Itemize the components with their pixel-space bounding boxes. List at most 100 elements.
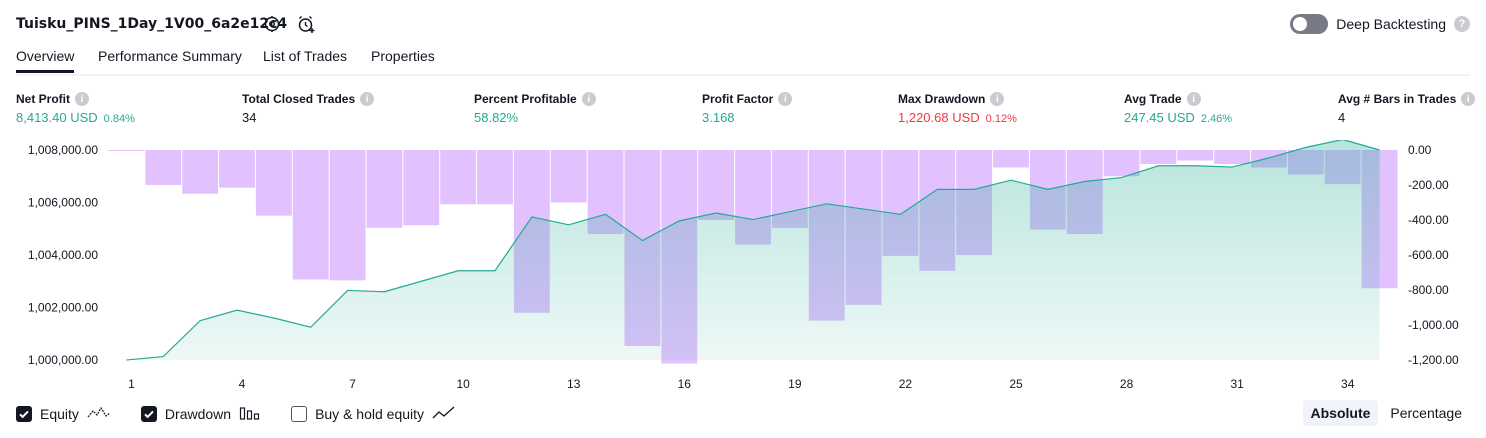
tab-properties[interactable]: Properties xyxy=(371,48,435,64)
y-left-tick-label: 1,004,000.00 xyxy=(28,248,98,262)
drawdown-bar xyxy=(145,150,182,185)
equity-line-icon xyxy=(87,405,111,424)
x-tick-label: 22 xyxy=(899,377,913,391)
metric-label: Total Closed Trades xyxy=(242,92,356,106)
tab-performance-summary[interactable]: Performance Summary xyxy=(98,48,242,64)
tab-list-of-trades[interactable]: List of Trades xyxy=(263,48,348,64)
y-right-tick-label: -200.00 xyxy=(1408,178,1449,192)
y-left-tick-label: 1,002,000.00 xyxy=(28,301,98,315)
legend-label: Equity xyxy=(40,406,79,422)
y-right-tick-label: -1,000.00 xyxy=(1408,318,1459,332)
metric-label: Percent Profitable xyxy=(474,92,577,106)
tab-overview[interactable]: Overview xyxy=(16,48,75,73)
legend-label: Buy & hold equity xyxy=(315,406,425,422)
info-icon[interactable]: i xyxy=(75,92,89,106)
equity-drawdown-chart: 1,000,000.00 1,002,000.00 1,004,000.00 1,00… xyxy=(28,140,1459,391)
drawdown-bars-icon xyxy=(239,405,261,424)
metric-value: 247.45 USD xyxy=(1124,110,1195,125)
drawdown-bar xyxy=(698,150,735,220)
metric-net-profit: Net Profit i 8,413.40 USD 0.84% xyxy=(16,92,135,125)
x-tick-label: 1 xyxy=(128,377,135,391)
metric-percent: 0.12% xyxy=(985,113,1017,125)
y-right-tick-label: -1,200.00 xyxy=(1408,353,1459,367)
metric-avg-bars-in-trades: Avg # Bars in Trades i 4 xyxy=(1338,92,1476,125)
metric-value: 34 xyxy=(242,110,257,125)
left-axis: 1,000,000.00 1,002,000.00 1,004,000.00 1,00… xyxy=(28,143,98,367)
metrics-bar: Net Profit i 8,413.40 USD 0.84% Total Clos… xyxy=(0,92,1486,132)
legend-equity[interactable]: Equity xyxy=(16,405,111,424)
y-right-tick-label: -600.00 xyxy=(1408,248,1449,262)
right-axis: 0.00 -200.00 -400.00 -600.00 -800.00 -1,000.0… xyxy=(1408,143,1459,367)
chart-legend: Equity Drawdown Buy & hold equity xyxy=(16,402,486,426)
info-icon[interactable]: i xyxy=(360,92,375,106)
drawdown-bar xyxy=(366,150,403,228)
metric-value: 1,220.68 USD xyxy=(898,110,980,125)
x-tick-label: 19 xyxy=(788,377,802,391)
x-tick-label: 7 xyxy=(349,377,356,391)
metric-label: Avg Trade xyxy=(1124,92,1182,106)
metric-max-drawdown: Max Drawdown i 1,220.68 USD 0.12% xyxy=(898,92,1017,125)
drawdown-bar xyxy=(477,150,513,205)
metric-label: Net Profit xyxy=(16,92,70,106)
scale-mode-switch: Absolute Percentage xyxy=(1302,400,1471,426)
metric-avg-trade: Avg Trade i 247.45 USD 2.46% xyxy=(1124,92,1232,125)
metric-percent: 2.46% xyxy=(1200,113,1233,125)
absolute-button[interactable]: Absolute xyxy=(1302,400,1379,426)
x-axis: 1 4 7 10 13 16 19 22 25 28 31 34 xyxy=(128,377,1355,391)
deep-backtesting: Deep Backtesting ? xyxy=(1290,12,1470,36)
x-tick-label: 31 xyxy=(1230,377,1244,391)
help-icon[interactable]: ? xyxy=(1454,16,1470,32)
y-left-tick-label: 1,006,000.00 xyxy=(28,196,98,210)
drawdown-bar xyxy=(1177,150,1214,161)
drawdown-bar xyxy=(440,150,477,205)
info-icon[interactable]: i xyxy=(990,92,1005,106)
info-icon[interactable]: i xyxy=(1461,92,1476,106)
metric-profit-factor: Profit Factor i 3.168 xyxy=(702,92,793,125)
metric-value: 3.168 xyxy=(702,110,735,125)
equity-area xyxy=(126,140,1380,361)
deep-backtesting-label: Deep Backtesting xyxy=(1336,16,1446,32)
metric-percent-profitable: Percent Profitable i 58.82% xyxy=(474,92,596,125)
x-tick-label: 16 xyxy=(678,377,692,391)
info-icon[interactable]: i xyxy=(581,92,596,106)
x-tick-label: 28 xyxy=(1120,377,1134,391)
drawdown-bar xyxy=(292,150,329,280)
drawdown-bar xyxy=(255,150,292,216)
y-left-tick-label: 1,000,000.00 xyxy=(28,353,98,367)
x-tick-label: 25 xyxy=(1009,377,1023,391)
info-icon[interactable]: i xyxy=(1186,92,1201,106)
report-header: Tuisku_PINS_1Day_1V00_6a2e12c4 Deep Back… xyxy=(16,12,1470,36)
info-icon[interactable]: i xyxy=(778,92,793,106)
metric-value: 58.82% xyxy=(474,110,519,125)
buy-hold-checkbox[interactable] xyxy=(291,406,308,422)
equity-area-fill xyxy=(126,140,1380,360)
deep-backtesting-toggle[interactable] xyxy=(1290,14,1329,34)
metric-value: 4 xyxy=(1338,110,1346,125)
legend-label: Drawdown xyxy=(164,406,232,422)
percentage-button[interactable]: Percentage xyxy=(1390,405,1462,421)
metric-percent: 0.84% xyxy=(103,113,135,125)
x-tick-label: 4 xyxy=(239,377,246,391)
settings-icon[interactable] xyxy=(262,14,282,34)
metric-total-closed-trades: Total Closed Trades i 34 xyxy=(242,92,375,125)
metric-label: Avg # Bars in Trades xyxy=(1338,92,1457,106)
buy-hold-line-icon xyxy=(432,405,456,424)
equity-line xyxy=(126,140,1380,361)
x-tick-label: 13 xyxy=(567,377,581,391)
drawdown-bar xyxy=(550,150,587,203)
legend-buy-hold[interactable]: Buy & hold equity xyxy=(291,405,456,424)
metric-label: Profit Factor xyxy=(702,92,774,106)
drawdown-bar xyxy=(993,150,1029,168)
legend-drawdown[interactable]: Drawdown xyxy=(140,405,261,424)
drawdown-bar xyxy=(329,150,366,281)
drawdown-checkbox[interactable] xyxy=(140,406,157,422)
y-right-tick-label: -800.00 xyxy=(1408,283,1449,297)
equity-checkbox[interactable] xyxy=(16,406,32,422)
x-tick-label: 34 xyxy=(1341,377,1355,391)
x-tick-label: 10 xyxy=(456,377,470,391)
y-right-tick-label: -400.00 xyxy=(1408,213,1449,227)
drawdown-bar xyxy=(403,150,440,226)
report-tabs: Overview Performance Summary List of Tra… xyxy=(16,48,1470,76)
metric-value: 8,413.40 USD xyxy=(16,110,98,125)
alarm-add-icon[interactable] xyxy=(296,14,316,34)
